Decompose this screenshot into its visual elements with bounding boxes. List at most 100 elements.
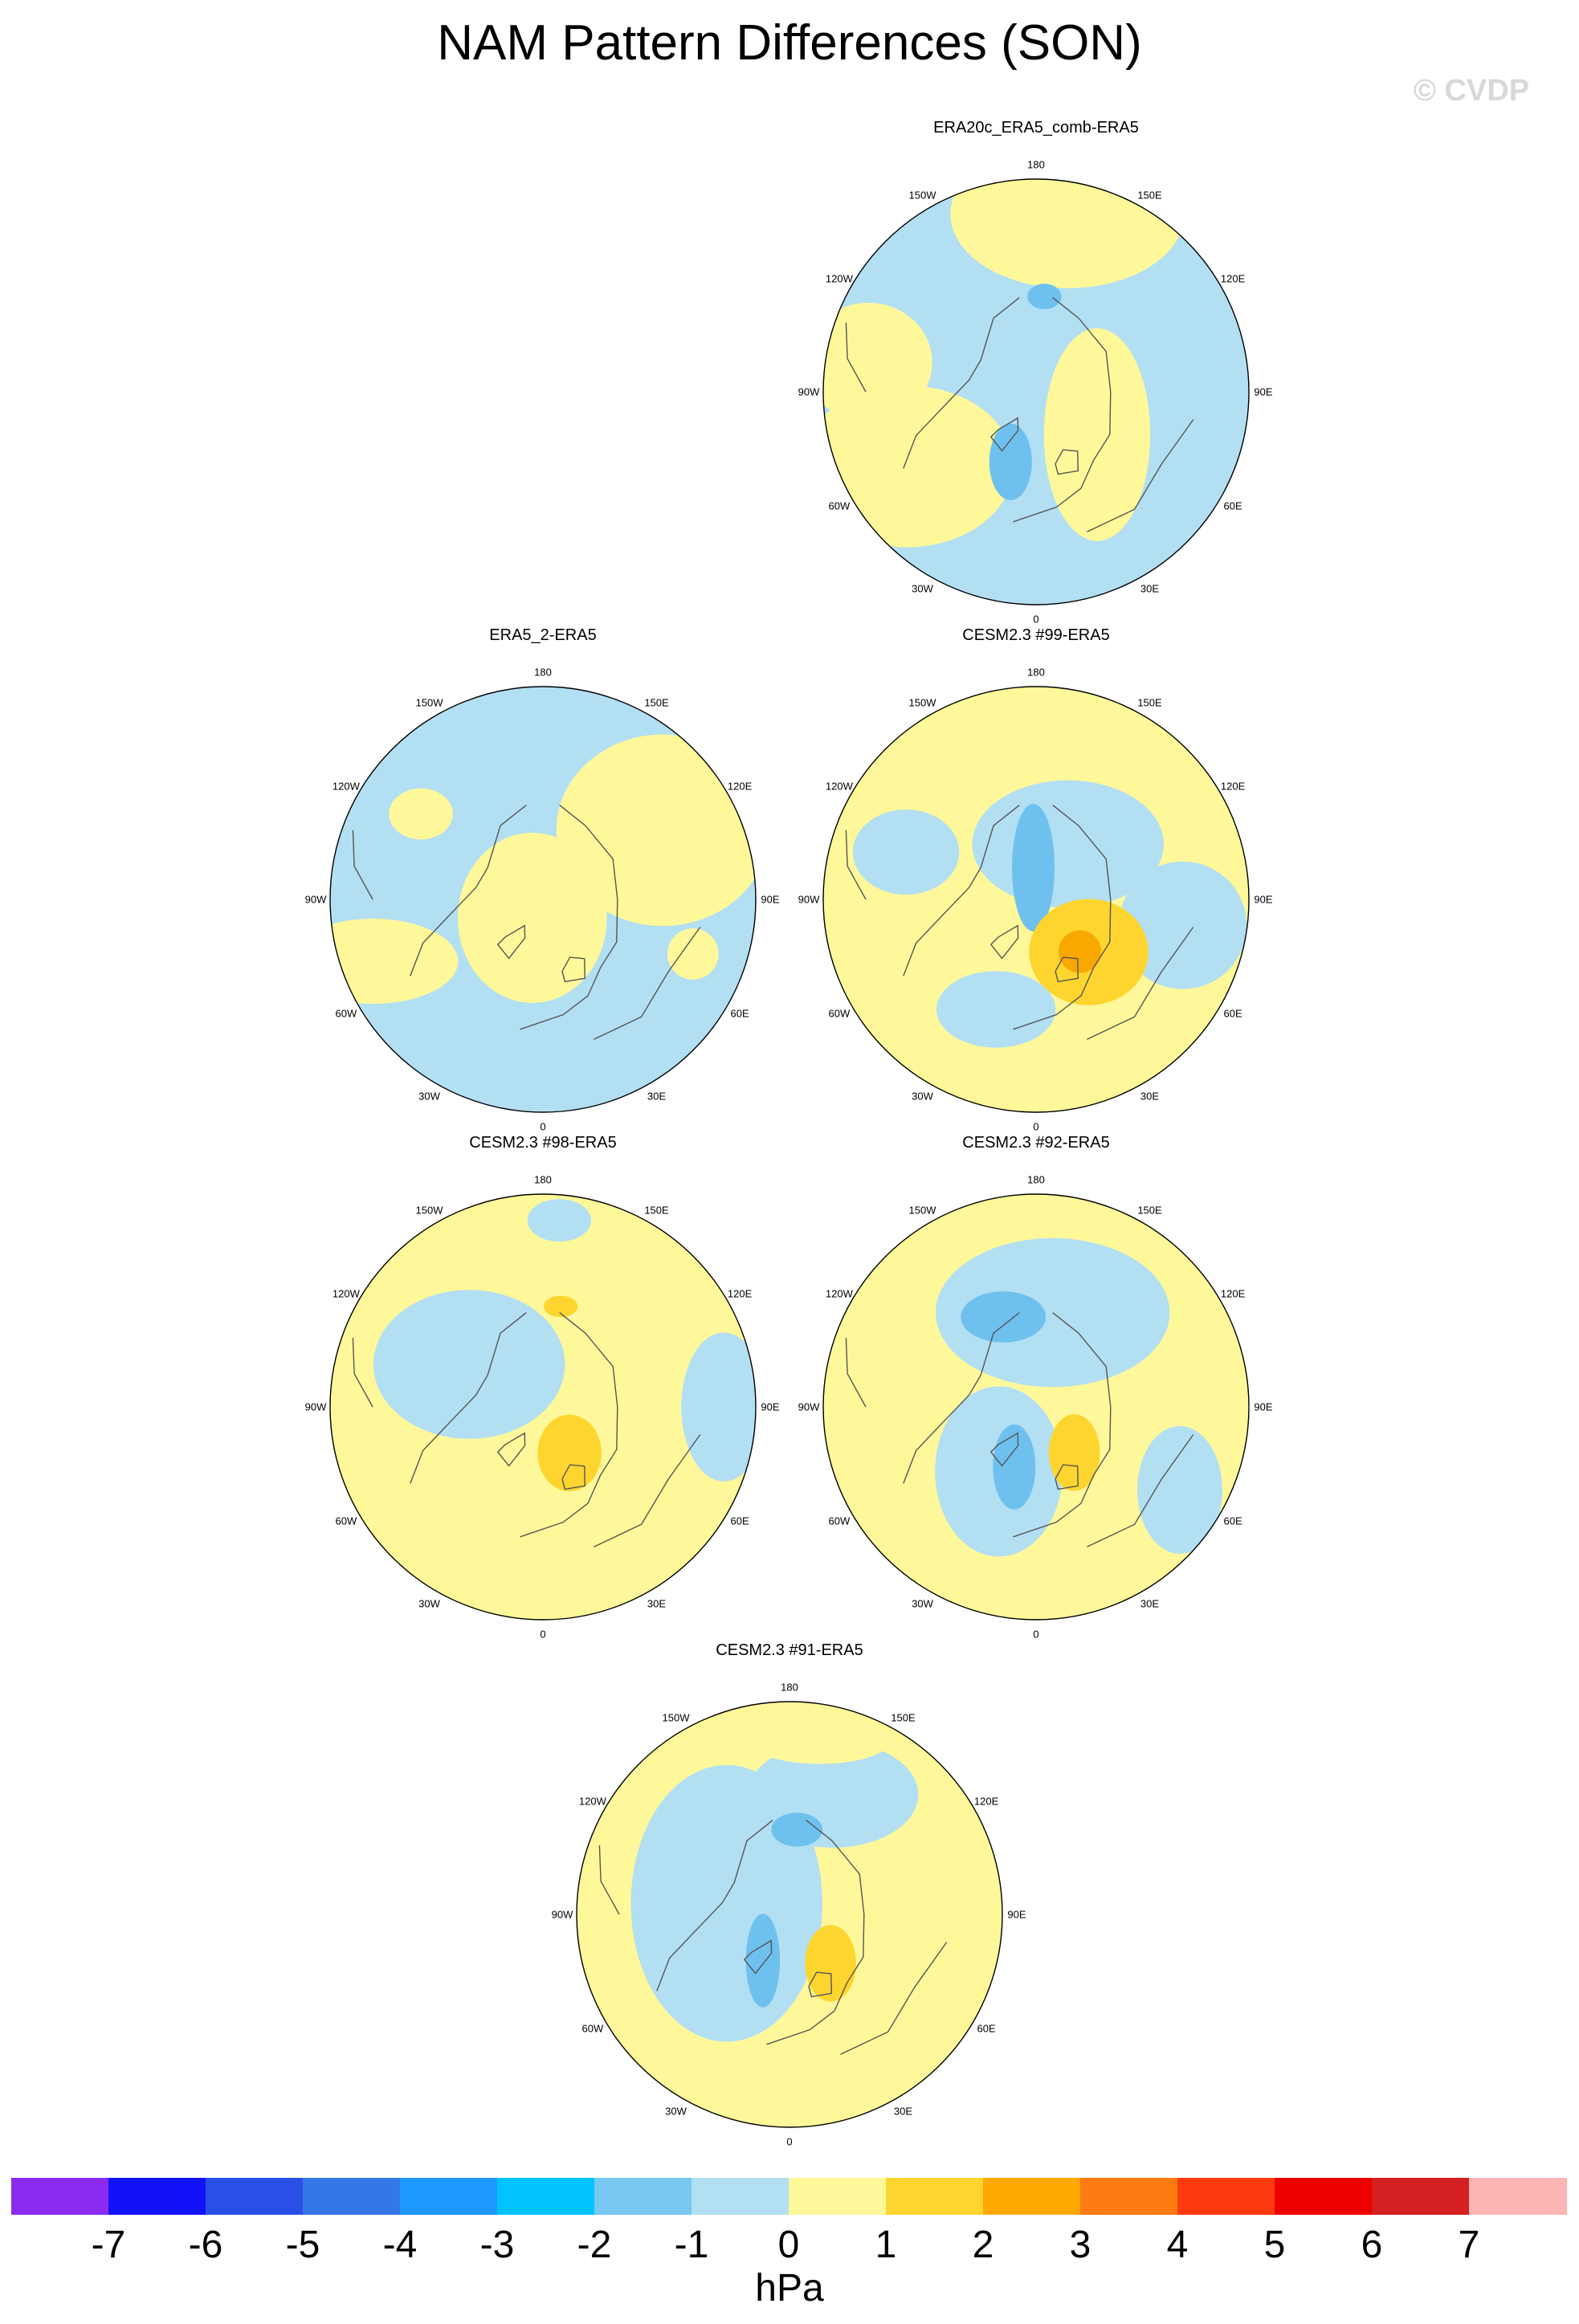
coastline: [1087, 1434, 1194, 1547]
longitude-label: 120E: [1220, 272, 1246, 284]
anomaly-region-pos_mid: [537, 1414, 602, 1492]
longitude-label: 60W: [335, 1515, 357, 1527]
longitude-label: 90W: [551, 1908, 573, 1921]
longitude-label: 150W: [908, 1204, 936, 1217]
longitude-label: 30W: [912, 582, 933, 595]
longitude-label: 120E: [1220, 1287, 1246, 1299]
polar-map: [822, 178, 1250, 605]
anomaly-region-neg_mid: [989, 423, 1032, 500]
colorbar-segment: [1372, 2178, 1470, 2215]
colorbar-tick-label: 5: [1263, 2224, 1286, 2266]
coastline: [598, 1845, 620, 1915]
anomaly-region-pos_light: [458, 832, 607, 1003]
map-panel-3: CESM2.3 #99-ERA5 180 150E 120E 90E 60E 30E 0 30W…: [779, 626, 1293, 1140]
coastline: [1055, 449, 1079, 475]
coastline: [808, 1971, 833, 1998]
anomaly-region-neg_mid: [993, 1424, 1036, 1510]
map-boundary: [822, 686, 1250, 1113]
anomaly-region-neg_light: [1119, 861, 1247, 989]
coastline: [1013, 1312, 1112, 1538]
colorbar-tick-label: -1: [674, 2224, 709, 2266]
longitude-label: 60E: [977, 2022, 996, 2034]
watermark: © CVDP: [1414, 74, 1530, 108]
longitude-label: 180: [1027, 158, 1045, 171]
anomaly-region-neg_mid: [745, 1914, 781, 2008]
longitude-label: 150E: [891, 1711, 916, 1724]
longitude-label: 30E: [1140, 582, 1160, 595]
coastline: [845, 322, 867, 393]
coastline: [903, 1312, 1020, 1484]
colorbar-tick-label: -7: [91, 2224, 126, 2266]
anomaly-region-pos_light: [823, 302, 932, 422]
longitude-label: 30E: [1140, 1090, 1160, 1103]
coastline: [410, 1312, 527, 1484]
longitude-label: 60E: [1223, 1007, 1242, 1019]
longitude-label: 120E: [973, 1795, 999, 1807]
colorbar-segment: [983, 2178, 1081, 2215]
figure-title: NAM Pattern Differences (SON): [437, 15, 1142, 71]
longitude-label: 30E: [1140, 1597, 1160, 1610]
colorbar-segment: [400, 2178, 498, 2215]
map-panel-6: CESM2.3 #91-ERA5 180 150E 120E 90E 60E 30E 0 30W…: [532, 1641, 1047, 2155]
anomaly-region-neg_light: [1137, 1425, 1223, 1554]
anomaly-region-neg_light: [681, 1332, 756, 1482]
longitude-label: 90W: [798, 385, 820, 398]
coastline: [766, 1820, 865, 2045]
coastline: [845, 830, 867, 900]
coastline: [520, 805, 618, 1030]
longitude-label: 150W: [415, 1204, 443, 1217]
colorbar-segment: [497, 2178, 595, 2215]
coastline: [561, 1464, 586, 1490]
longitude-label: 150E: [1137, 1204, 1162, 1217]
coastline: [1087, 927, 1194, 1040]
longitude-label: 60W: [828, 499, 851, 512]
colorbar-segment: [594, 2178, 692, 2215]
coastline: [410, 805, 527, 976]
map-boundary: [329, 1193, 757, 1621]
panel-title: CESM2.3 #98-ERA5: [469, 1134, 617, 1152]
polar-map: [822, 686, 1250, 1113]
longitude-label: 90W: [798, 1401, 820, 1413]
longitude-label: 60E: [730, 1515, 749, 1527]
colorbar-tick-label: -4: [382, 2224, 418, 2266]
colorbar-segment: [789, 2178, 887, 2215]
polar-map: [329, 686, 757, 1113]
anomaly-region-neg_mid: [1012, 803, 1055, 932]
longitude-label: 30W: [418, 1597, 440, 1610]
coastline: [845, 1337, 867, 1408]
longitude-label: 120W: [825, 780, 853, 792]
anomaly-region-pos_light: [330, 919, 459, 1005]
longitude-label: 60W: [828, 1007, 851, 1019]
colorbar-segment: [303, 2178, 401, 2215]
longitude-label: 150W: [415, 696, 443, 709]
panel-title: CESM2.3 #91-ERA5: [716, 1641, 863, 1659]
longitude-label: 0: [540, 1120, 546, 1133]
longitude-label: 120W: [332, 780, 360, 792]
map-boundary: [576, 1701, 1003, 2128]
coastline: [656, 1820, 773, 1992]
longitude-label: 120E: [727, 780, 753, 792]
coastline: [496, 924, 526, 960]
longitude-label: 30W: [912, 1597, 933, 1610]
colorbar-segment: [206, 2178, 304, 2215]
coastline: [352, 830, 373, 900]
coastline: [352, 1337, 373, 1408]
longitude-label: 60E: [730, 1007, 749, 1019]
longitude-label: 0: [1033, 1628, 1039, 1641]
coastline: [989, 1432, 1019, 1467]
map-boundary: [822, 178, 1250, 605]
colorbar-segment: [108, 2178, 206, 2215]
longitude-label: 120W: [578, 1795, 606, 1807]
anomaly-region-neg_mid: [771, 1812, 823, 1847]
coastline: [903, 297, 1020, 469]
longitude-label: 60W: [828, 1515, 851, 1527]
colorbar-segment: [1275, 2178, 1373, 2215]
longitude-label: 60W: [581, 2022, 604, 2034]
longitude-label: 0: [540, 1628, 546, 1641]
colorbar-segment: [11, 2178, 109, 2215]
longitude-label: 60E: [1223, 1515, 1242, 1527]
anomaly-region-neg_light: [936, 971, 1056, 1048]
anomaly-region-neg_light: [373, 1290, 565, 1439]
coastline: [520, 1312, 618, 1538]
colorbar-tick-label: -3: [479, 2224, 515, 2266]
